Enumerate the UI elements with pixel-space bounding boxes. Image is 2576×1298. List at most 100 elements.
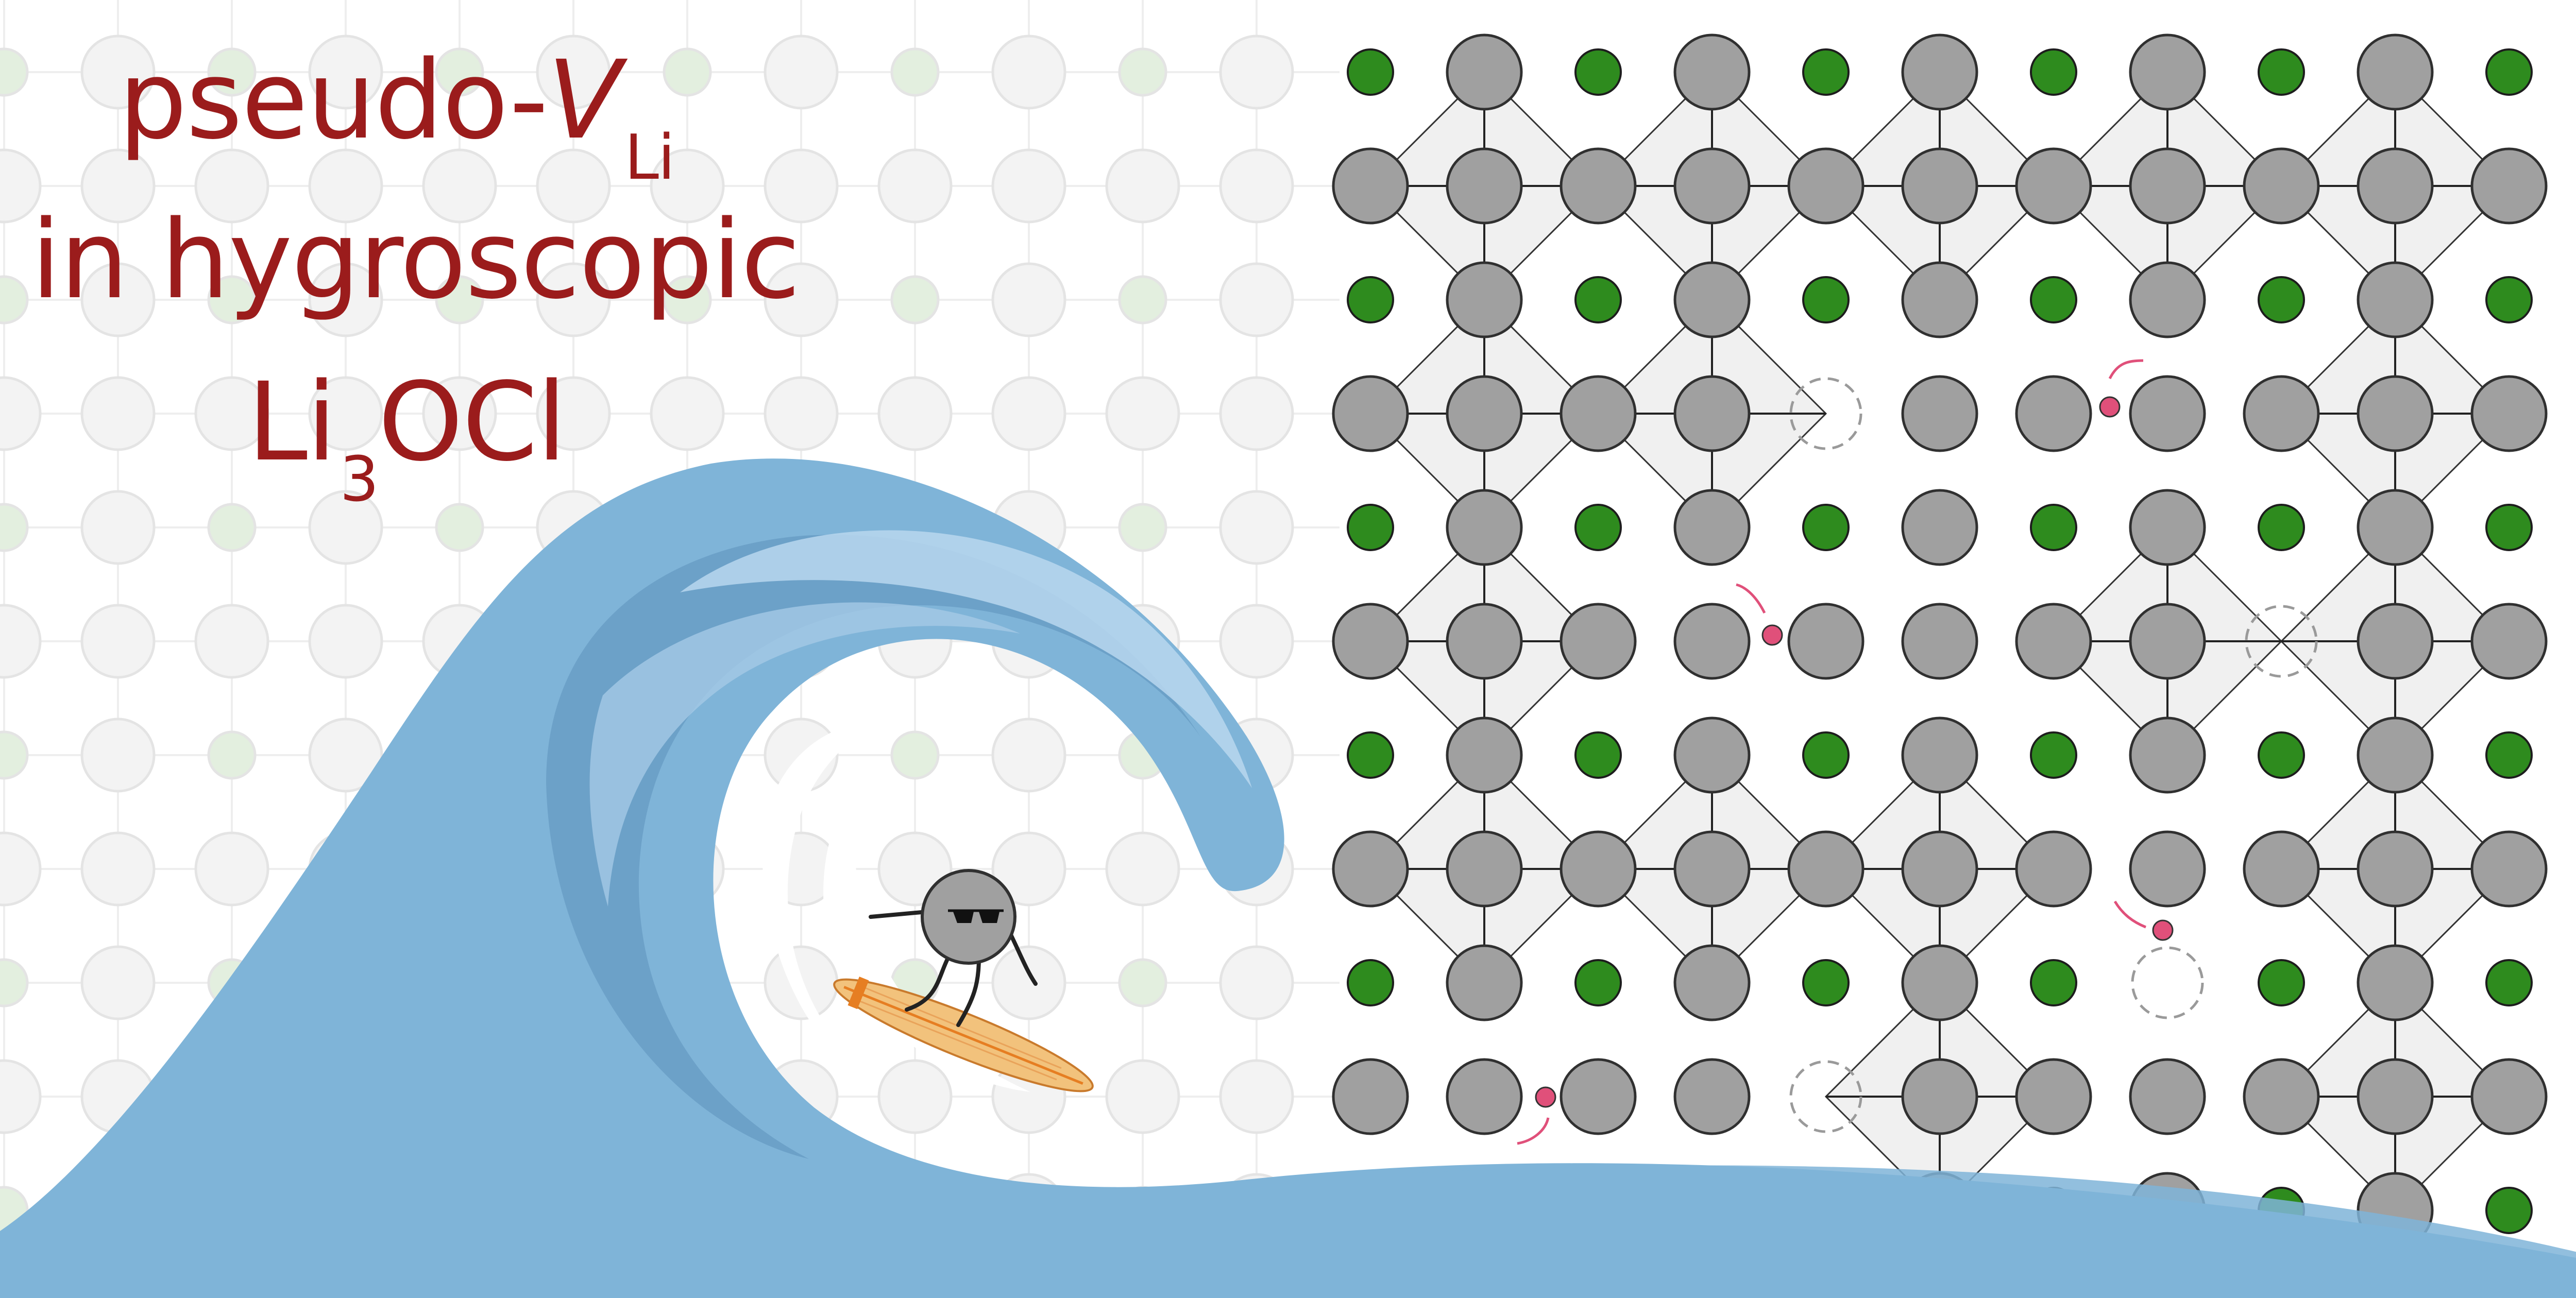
vacancy-dashed-site [1789,377,1862,450]
bg-green-site [435,275,484,324]
bg-gray-site [1219,35,1294,110]
hopping-lithium-ion [1535,1086,1556,1108]
gray-anion-site [2470,603,2548,680]
bg-gray-site [1219,1059,1294,1134]
hop-arrow [2113,900,2146,929]
green-cation-site [1347,959,1394,1006]
bg-green-site [890,47,940,97]
bg-gray-site [536,376,611,451]
hopping-lithium-ion [2152,919,2174,941]
bg-gray-site [80,490,156,565]
bg-gray-site [80,262,156,337]
wave-highlight [680,530,1252,788]
vacancy-dashed-site [2131,946,2204,1019]
bg-green-site [207,730,257,780]
green-cation-site [2258,959,2305,1006]
gray-anion-site [2357,489,2434,566]
bg-gray-site [877,1059,953,1134]
bg-gray-site [1219,376,1294,451]
title-line-3: Li3OCl [247,368,567,511]
green-cation-site [2485,276,2533,323]
bg-gray-site [991,376,1066,451]
gray-anion-site [1446,489,1523,566]
bg-green-site [1118,47,1167,97]
green-cation-site [1802,504,1850,551]
bg-gray-site [650,376,725,451]
hop-arrow [2108,359,2144,380]
green-cation-site [2485,959,2533,1006]
gray-anion-site [2129,489,2206,566]
bg-gray-site [422,148,497,224]
bg-green-site [1118,958,1167,1007]
bg-gray-site [194,148,269,224]
title-pseudo: pseudo- [118,37,548,163]
bg-gray-site [650,148,725,224]
gray-anion-site [2129,147,2206,225]
hop-arrow [1736,583,1766,614]
green-cation-site [2485,48,2533,96]
bg-gray-site [991,262,1066,337]
gray-anion-site [1673,261,1751,338]
gray-anion-site [1787,830,1865,908]
gray-anion-site [1787,603,1865,680]
green-cation-site [1802,276,1850,323]
green-cation-site [1802,48,1850,96]
gray-anion-site [1560,147,1637,225]
gray-anion-site [2015,830,2092,908]
bg-gray-site [308,35,383,110]
gray-anion-site [2129,33,2206,111]
gray-anion-site [2015,603,2092,680]
gray-anion-site [1446,261,1523,338]
gray-anion-site [1673,489,1751,566]
gray-anion-site [1787,147,1865,225]
green-cation-site [2030,731,2077,779]
gray-anion-site [1673,603,1751,680]
bg-green-site [0,958,29,1007]
gray-anion-site [2470,1058,2548,1135]
gray-anion-site [2357,33,2434,111]
bg-gray-site [1219,945,1294,1020]
gray-anion-site [2129,830,2206,908]
green-cation-site [2030,276,2077,323]
gray-anion-site [2470,375,2548,452]
bg-green-site [0,275,29,324]
hopping-lithium-ion [1761,624,1783,646]
bg-gray-site [308,262,383,337]
vacancy-dashed-site [1789,1060,1862,1133]
bg-gray-site [536,148,611,224]
green-cation-site [1802,731,1850,779]
bg-green-site [435,503,484,552]
vacancy-dashed-site [2245,605,2318,678]
gray-anion-site [2357,603,2434,680]
bg-gray-site [991,831,1066,907]
bg-gray-site [877,376,953,451]
title-vacancy-symbol: V [547,37,621,163]
bg-gray-site [991,148,1066,224]
wave-foreground [1236,1165,2576,1298]
gray-anion-site [2243,147,2320,225]
gray-anion-site [2357,944,2434,1021]
gray-anion-site [1332,1058,1409,1135]
bg-green-site [0,503,29,552]
gray-anion-site [2129,603,2206,680]
gray-anion-site [2129,261,2206,338]
title-li-subscript: 3 [340,444,379,516]
green-cation-site [2258,48,2305,96]
gray-anion-site [2129,716,2206,794]
green-cation-site [2030,504,2077,551]
green-cation-site [1347,276,1394,323]
title-line-1: pseudo-VLi [118,46,675,189]
gray-anion-site [1901,716,1978,794]
gray-anion-site [2357,375,2434,452]
crystal-lattice [1332,33,2548,1249]
gray-anion-site [1901,33,1978,111]
gray-anion-site [1560,830,1637,908]
bg-gray-site [80,376,156,451]
bg-green-site [0,730,29,780]
bg-green-site [207,47,257,97]
surfer-arm-left [869,910,929,919]
gray-anion-site [1446,1058,1523,1135]
green-cation-site [1347,48,1394,96]
gray-anion-site [1673,716,1751,794]
green-cation-site [1574,731,1622,779]
